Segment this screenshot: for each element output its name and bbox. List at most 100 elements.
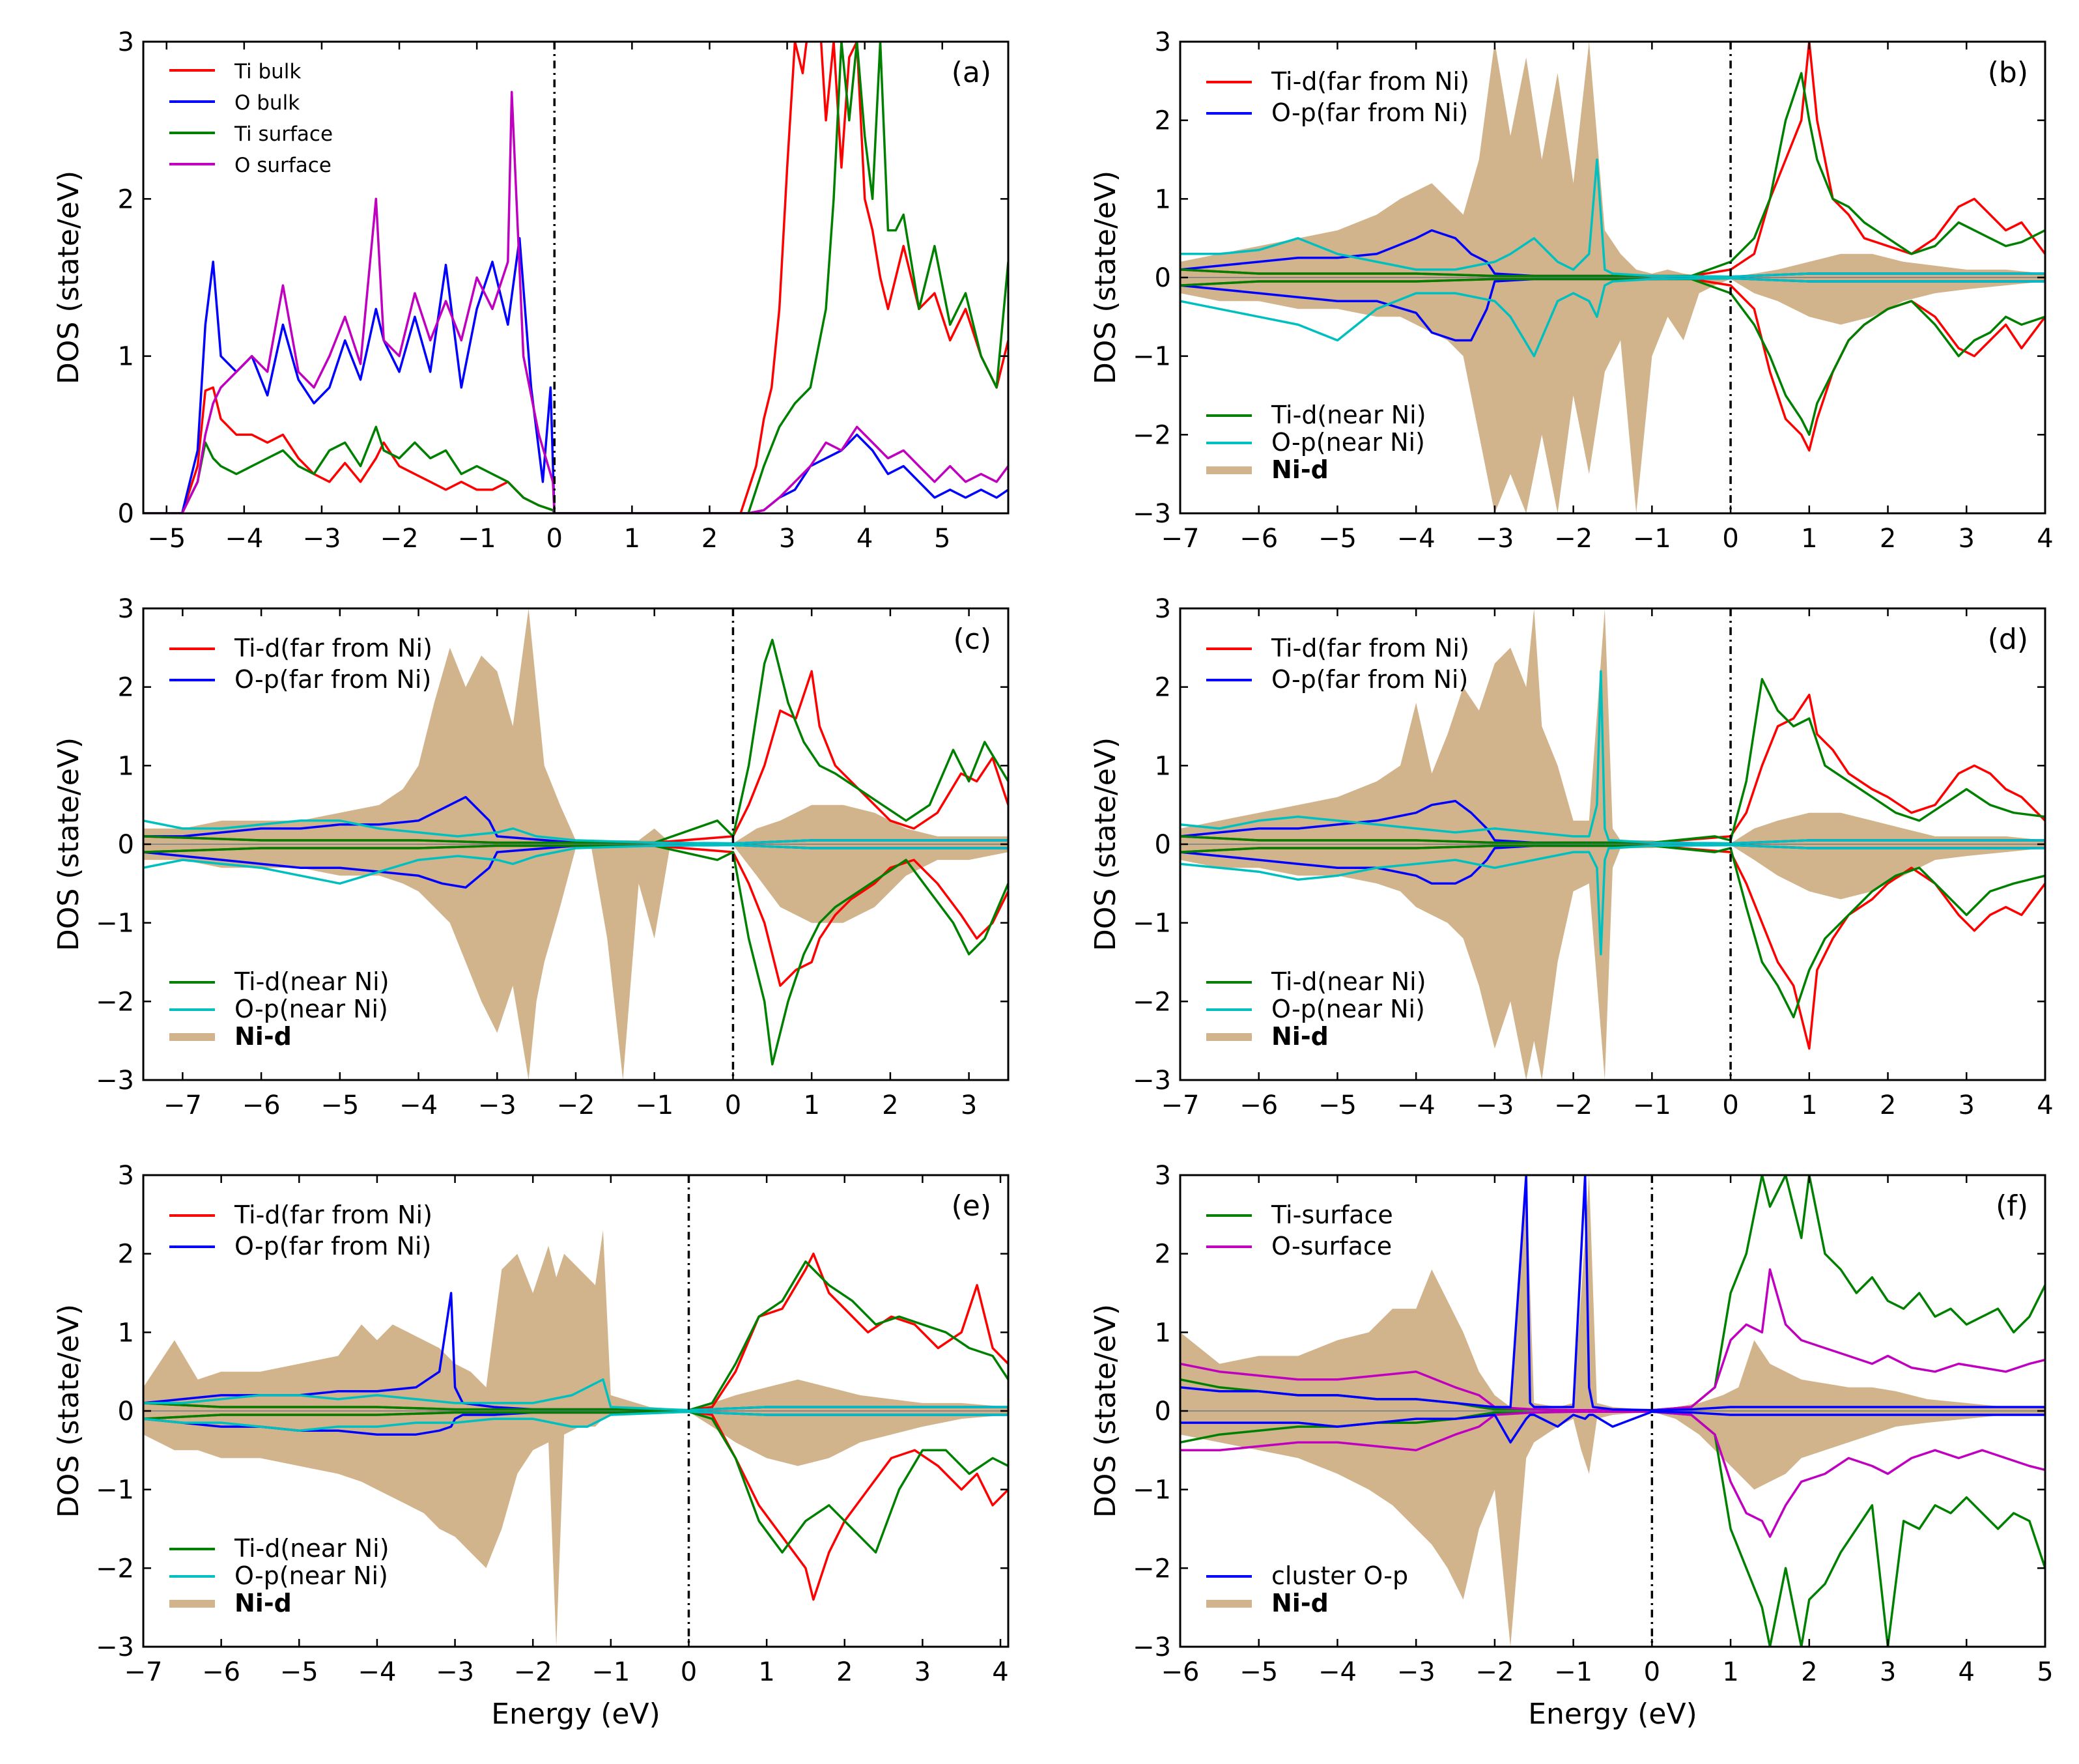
x-tick-label-b: 3 (1959, 524, 1975, 554)
legend-entry: Ti-surface (1271, 1201, 1393, 1229)
y-tick-label-c: −2 (96, 987, 134, 1017)
series-b-ti-d-near-ni-up (1180, 72, 2045, 277)
y-axis-label-c: DOS (state/eV) (52, 737, 85, 951)
x-tick-label-e: −6 (202, 1657, 240, 1687)
panel-label-c: (c) (953, 623, 991, 656)
x-tick-label-b: −5 (1318, 524, 1357, 554)
series-e-o-p-near-ni-up (143, 1378, 1008, 1412)
plot-area-e (143, 1175, 1008, 1647)
plot-area-f (1180, 1175, 2045, 1647)
legend-entry: Ti surface (234, 122, 333, 146)
panel-label-b: (b) (1988, 56, 2028, 89)
x-tick-label-e: −1 (591, 1657, 630, 1687)
series-b-o-p-near-ni-up (1180, 158, 2045, 278)
x-tick-label-e: 2 (836, 1657, 853, 1687)
series-e-ti-d-near-ni-up (143, 1260, 1008, 1412)
series-d-ti-d-near-ni-down (1180, 844, 2045, 1019)
x-tick-label-e: 0 (681, 1657, 697, 1687)
y-tick-label-a: 2 (118, 184, 134, 214)
legend-entry: O-p(far from Ni) (1271, 665, 1468, 694)
legend-entry: Ni-d (1271, 1589, 1329, 1617)
x-tick-label-f: 2 (1801, 1657, 1817, 1687)
x-tick-label-c: −1 (635, 1090, 673, 1120)
legend-entry: Ti-d(near Ni) (234, 1534, 389, 1563)
y-tick-label-b: 3 (1155, 27, 1171, 57)
y-axis-label-d: DOS (state/eV) (1089, 737, 1122, 951)
x-tick-label-d: 1 (1801, 1090, 1817, 1120)
y-tick-label-e: 0 (118, 1397, 134, 1427)
x-tick-label-c: −6 (242, 1090, 281, 1120)
legend-d: Ti-d(near Ni)O-p(near Ni)Ni-d (1206, 967, 1426, 1051)
legend-entry: O-p(far from Ni) (234, 665, 431, 694)
legend-e: Ti-d(near Ni)O-p(near Ni)Ni-d (169, 1534, 389, 1617)
panel-label-d: (d) (1988, 623, 2028, 656)
x-tick-label-d: −6 (1239, 1090, 1278, 1120)
x-tick-label-b: −6 (1239, 524, 1278, 554)
plot-area-d (1180, 608, 2045, 1080)
series-e-ti-d-near-ni-down (143, 1410, 1008, 1554)
y-tick-label-f: 0 (1155, 1397, 1171, 1427)
series-f-cluster-o-p-down (1180, 1410, 2045, 1444)
x-tick-label-f: 3 (1880, 1657, 1896, 1687)
panel-label-e: (e) (952, 1189, 991, 1223)
x-tick-label-d: 0 (1722, 1090, 1738, 1120)
y-tick-label-d: 0 (1155, 830, 1171, 860)
y-tick-label-d: −3 (1133, 1066, 1171, 1096)
x-tick-label-f: 5 (2037, 1657, 2053, 1687)
x-axis-label-f: Energy (eV) (1528, 1698, 1697, 1731)
y-tick-label-d: −1 (1133, 909, 1171, 939)
x-tick-label-e: 3 (914, 1657, 931, 1687)
y-tick-label-a: 1 (118, 342, 134, 372)
x-tick-label-e: 4 (992, 1657, 1008, 1687)
y-tick-label-b: 1 (1155, 184, 1171, 214)
legend-entry: Ti bulk (234, 60, 301, 83)
legend-entry: Ni-d (1271, 455, 1329, 484)
y-tick-label-c: 2 (118, 673, 134, 703)
x-tick-label-a: −1 (458, 524, 496, 554)
x-tick-label-a: 0 (546, 524, 563, 554)
y-tick-label-e: −2 (96, 1554, 134, 1584)
x-tick-label-d: −4 (1397, 1090, 1436, 1120)
x-tick-label-d: −5 (1318, 1090, 1357, 1120)
x-tick-label-b: −2 (1554, 524, 1592, 554)
x-tick-label-b: −3 (1475, 524, 1514, 554)
x-tick-label-c: 1 (803, 1090, 819, 1120)
x-tick-label-c: −7 (163, 1090, 202, 1120)
legend-entry: Ti-d(far from Ni) (234, 634, 432, 662)
x-tick-label-d: −7 (1161, 1090, 1200, 1120)
x-tick-label-e: −3 (436, 1657, 474, 1687)
series-f-o-surface-up (1180, 1268, 2045, 1412)
x-tick-label-d: −1 (1633, 1090, 1671, 1120)
y-tick-label-c: −3 (96, 1066, 134, 1096)
x-tick-label-b: 1 (1801, 524, 1817, 554)
y-tick-label-d: 1 (1155, 751, 1171, 781)
series-c-o-p-near-ni-up (143, 819, 1008, 845)
y-tick-label-e: 1 (118, 1318, 134, 1348)
panel-c: −7 −6 −5 −4 −3 −2 −1 0 1 2 3 −3 −2 −1 0 1 2 3 DOS (state/e… (52, 594, 1010, 1120)
x-tick-label-c: −5 (320, 1090, 359, 1120)
y-tick-label-d: 3 (1155, 594, 1171, 624)
series-f-cluster-o-p-up (1180, 1175, 2045, 1412)
legend-f: cluster O-pNi-d (1206, 1561, 1408, 1617)
y-tick-label-c: 1 (118, 751, 134, 781)
x-tick-label-e: 1 (758, 1657, 774, 1687)
x-tick-label-a: 3 (779, 524, 795, 554)
legend-entry: Ni-d (234, 1022, 292, 1051)
legend-entry: O surface (234, 154, 332, 177)
y-tick-label-b: −2 (1133, 420, 1171, 450)
x-tick-label-e: −4 (358, 1657, 396, 1687)
x-tick-label-f: −3 (1397, 1657, 1436, 1687)
series-b-ti-d-near-ni-down (1180, 277, 2045, 436)
series-c-ti-d-near-ni-up (143, 638, 1008, 844)
legend-a: Ti bulk O bulk Ti surface O surface (169, 60, 333, 177)
x-tick-label-b: 0 (1722, 524, 1738, 554)
series-a-ti-bulk-up (143, 42, 1008, 513)
legend-entry: O-p(near Ni) (1271, 995, 1425, 1023)
legend-entry: Ti-d(near Ni) (234, 967, 389, 996)
x-tick-label-a: −3 (302, 524, 341, 554)
series-c-o-p-near-ni-down (143, 844, 1008, 885)
x-tick-label-f: −2 (1475, 1657, 1514, 1687)
panels: −5 −4 −3 −2 −1 0 1 2 3 4 5 0 1 2 3 DOS (state/eV) (a) Ti … (52, 27, 2054, 1731)
x-tick-label-f: 1 (1722, 1657, 1738, 1687)
